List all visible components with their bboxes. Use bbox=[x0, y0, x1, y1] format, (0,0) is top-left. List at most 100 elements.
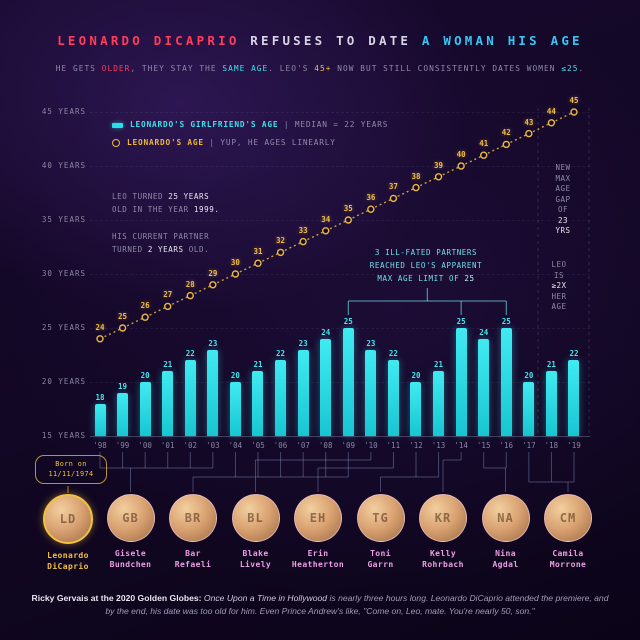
text-segment: A WOMAN HIS AGE bbox=[421, 33, 583, 48]
partner-name: Nina bbox=[495, 549, 516, 558]
leo-value-label: 30 bbox=[230, 258, 240, 267]
leo-dot-swatch-icon bbox=[112, 139, 120, 147]
text-segment: . LEO'S bbox=[268, 64, 315, 73]
x-axis-label: '98 bbox=[93, 441, 107, 450]
x-axis-label: '05 bbox=[251, 441, 265, 450]
text-segment: 2 YEARS bbox=[147, 245, 184, 254]
girlfriend-age-bar bbox=[433, 371, 445, 436]
text-segment: NOW BUT STILL CONSISTENTLY DATES WOMEN bbox=[331, 64, 562, 73]
text-segment: OLDER bbox=[101, 64, 131, 73]
leo-age-point bbox=[367, 205, 375, 213]
partner-item: KR Kelly Rohrbach bbox=[411, 494, 475, 570]
partner-name-block: Toni Garrn bbox=[349, 549, 413, 570]
girlfriend-age-bar bbox=[139, 382, 151, 436]
partner-name: Camila bbox=[552, 549, 584, 558]
leo-age-point bbox=[186, 291, 194, 300]
partner-avatar: BR bbox=[169, 494, 217, 542]
leo-age-point bbox=[412, 183, 420, 192]
note-ill-fated-partners: 3 ILL-FATED PARTNERS REACHED LEO'S APPARE… bbox=[345, 246, 507, 285]
partner-name-block: Leonardo DiCaprio bbox=[36, 551, 100, 572]
partner-name-block: Bar Refaeli bbox=[161, 549, 225, 570]
text-segment: 3 ILL-FATED PARTNERS bbox=[374, 248, 478, 257]
partner-name: Blake bbox=[242, 549, 269, 558]
girlfriend-age-bar bbox=[387, 360, 399, 436]
leo-age-point bbox=[547, 119, 556, 127]
girlfriend-age-bar bbox=[275, 360, 287, 436]
x-axis-label: '00 bbox=[138, 441, 152, 450]
legend-girlfriend-note: | MEDIAN = 22 YEARS bbox=[278, 120, 389, 129]
leo-value-label: 37 bbox=[388, 182, 398, 192]
partner-name-block: Gisele Bundchen bbox=[99, 549, 163, 570]
x-axis-label: '03 bbox=[206, 441, 220, 450]
girlfriend-age-bar bbox=[252, 371, 264, 436]
x-axis-label: '17 bbox=[522, 441, 536, 450]
bar-value-label: 20 bbox=[524, 371, 534, 380]
leo-value-label: 42 bbox=[501, 128, 511, 138]
born-date-badge: Born on 11/11/1974 bbox=[35, 455, 107, 484]
x-axis-baseline bbox=[90, 436, 590, 437]
partner-name: Rohrbach bbox=[422, 559, 464, 569]
y-axis-label: 30 YEARS bbox=[41, 269, 86, 278]
x-axis-label: '02 bbox=[183, 441, 198, 450]
text-line: NEW bbox=[555, 163, 571, 172]
gridline bbox=[90, 382, 590, 383]
bar-value-label: 25 bbox=[501, 317, 511, 326]
leo-age-point bbox=[209, 281, 217, 289]
leo-value-label: 36 bbox=[366, 193, 376, 203]
text-segment: 45+ bbox=[314, 64, 332, 73]
text-segment: ≤25 bbox=[561, 64, 579, 73]
bar-value-label: 19 bbox=[118, 381, 128, 391]
girlfriend-age-bar bbox=[410, 382, 422, 436]
text-line: AGE bbox=[551, 302, 567, 311]
page-title: LEONARDO DICAPRIO REFUSES TO DATE A WOMA… bbox=[0, 33, 640, 48]
bar-value-label: 20 bbox=[140, 371, 150, 380]
partner-item: CM Camila Morrone bbox=[536, 494, 600, 570]
bar-value-label: 23 bbox=[298, 338, 308, 348]
bar-value-label: 24 bbox=[321, 327, 331, 337]
x-axis-label: '09 bbox=[341, 441, 356, 450]
text-segment: 25 YEARS bbox=[168, 192, 210, 201]
bar-value-label: 20 bbox=[411, 371, 421, 380]
leo-value-label: 35 bbox=[343, 204, 353, 213]
partner-name: Toni bbox=[370, 549, 391, 558]
leo-age-point bbox=[118, 324, 127, 332]
girlfriend-age-bar bbox=[162, 371, 174, 436]
girlfriend-age-bar bbox=[568, 360, 580, 436]
footer-caption: Ricky Gervais at the 2020 Golden Globes:… bbox=[28, 592, 612, 618]
leo-age-point bbox=[322, 227, 330, 235]
leo-avatar: LD bbox=[43, 494, 93, 544]
text-line: AGE bbox=[555, 184, 571, 193]
partner-avatar: EH bbox=[294, 494, 342, 542]
partner-item: BR Bar Refaeli bbox=[161, 494, 225, 570]
bar-value-label: 23 bbox=[366, 338, 376, 348]
x-axis-label: '18 bbox=[544, 441, 559, 450]
note-leo-2x-her-age: LEO IS ≥2X HER AGE bbox=[539, 260, 579, 313]
text-line: HER bbox=[551, 291, 567, 301]
text-segment: TURNED bbox=[112, 245, 148, 254]
text-segment: LEONARDO DICAPRIO bbox=[57, 33, 240, 48]
partner-name: Heatherton bbox=[291, 559, 345, 569]
partner-avatar: GB bbox=[106, 494, 155, 542]
text-segment: , THEY STAY THE bbox=[130, 64, 223, 73]
girlfriend-age-bar bbox=[229, 382, 241, 436]
x-axis-label: '12 bbox=[409, 441, 423, 450]
girlfriend-age-bar bbox=[365, 349, 377, 436]
text-line: IS bbox=[553, 270, 565, 280]
page-subtitle: HE GETS OLDER, THEY STAY THE SAME AGE. L… bbox=[0, 64, 640, 73]
gridline bbox=[90, 328, 590, 329]
leo-age-point bbox=[276, 248, 285, 257]
text-segment: Once Upon a Time in Hollywood bbox=[203, 593, 328, 603]
partner-avatar: TG bbox=[356, 494, 405, 542]
leo-age-point bbox=[525, 129, 533, 138]
x-axis-label: '15 bbox=[476, 441, 491, 450]
partner-name: Refaeli bbox=[174, 559, 212, 569]
text-segment: REACHED LEO'S APPARENT bbox=[369, 261, 483, 270]
bar-value-label: 22 bbox=[185, 349, 195, 359]
partner-item: BL Blake Lively bbox=[224, 494, 288, 570]
leo-value-label: 44 bbox=[546, 106, 556, 116]
x-axis-label: '04 bbox=[228, 441, 243, 450]
bar-value-label: 23 bbox=[208, 338, 218, 348]
y-axis-label: 40 YEARS bbox=[41, 161, 86, 170]
partner-name-block: Blake Lively bbox=[224, 549, 288, 570]
text-segment: OLD. bbox=[183, 245, 210, 254]
